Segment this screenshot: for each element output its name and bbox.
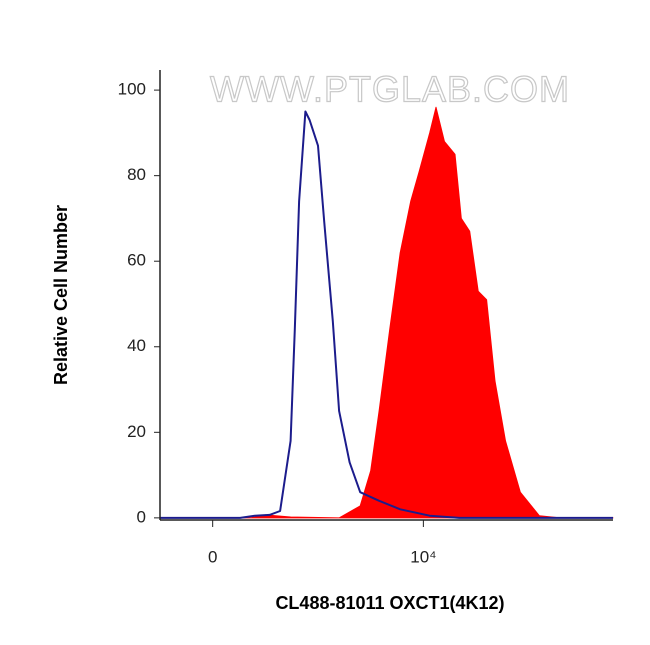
plot-area: [159, 106, 614, 519]
y-tick-label: 80: [127, 165, 146, 184]
y-tick-label: 100: [118, 80, 146, 99]
x-tick-label: 10⁴: [410, 547, 436, 566]
y-axis-title: Relative Cell Number: [51, 205, 71, 385]
y-tick-label: 60: [127, 251, 146, 270]
y-tick-label: 40: [127, 336, 146, 355]
watermark: WWW.PTGLAB.COM: [210, 69, 570, 110]
sample-histogram: [159, 106, 614, 519]
control-histogram: [160, 110, 613, 519]
x-axis-title: CL488-81011 OXCT1(4K12): [275, 593, 504, 613]
y-tick-label: 0: [137, 507, 146, 526]
y-tick-label: 20: [127, 422, 146, 441]
x-tick-label: 0: [208, 547, 217, 566]
